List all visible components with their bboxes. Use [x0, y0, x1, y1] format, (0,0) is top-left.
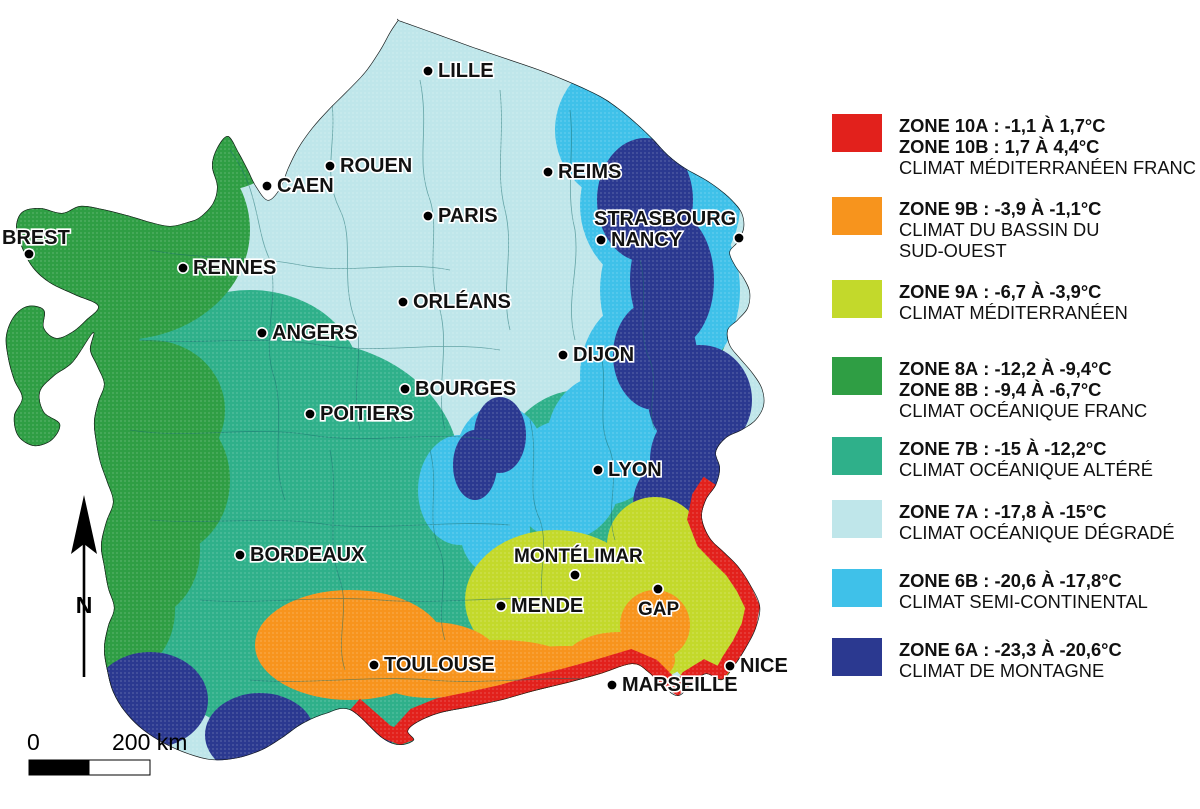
svg-text:ZONE 7A : -17,8 À -15°C: ZONE 7A : -17,8 À -15°C — [899, 501, 1106, 522]
svg-text:TOULOUSE: TOULOUSE — [384, 654, 495, 676]
svg-text:CAEN: CAEN — [277, 175, 334, 197]
svg-text:NANCY: NANCY — [611, 229, 683, 251]
svg-text:ORLÉANS: ORLÉANS — [413, 290, 511, 313]
svg-text:200 km: 200 km — [112, 729, 187, 755]
svg-text:POITIERS: POITIERS — [320, 403, 413, 425]
svg-text:ZONE 9B : -3,9 À -1,1°C: ZONE 9B : -3,9 À -1,1°C — [899, 198, 1101, 219]
svg-text:MENDE: MENDE — [511, 595, 583, 617]
svg-text:ZONE 7B : -15 À -12,2°C: ZONE 7B : -15 À -12,2°C — [899, 438, 1106, 459]
svg-text:LYON: LYON — [608, 459, 662, 481]
svg-text:BOURGES: BOURGES — [415, 378, 516, 400]
svg-text:0: 0 — [27, 729, 40, 755]
svg-text:CLIMAT OCÉANIQUE FRANC: CLIMAT OCÉANIQUE FRANC — [899, 400, 1147, 421]
svg-text:ZONE 8B : -9,4 À -6,7°C: ZONE 8B : -9,4 À -6,7°C — [899, 379, 1101, 400]
svg-text:BORDEAUX: BORDEAUX — [250, 544, 365, 566]
svg-text:PARIS: PARIS — [438, 205, 498, 227]
svg-text:LILLE: LILLE — [438, 60, 494, 82]
svg-text:RENNES: RENNES — [193, 257, 276, 279]
svg-text:CLIMAT SEMI-CONTINENTAL: CLIMAT SEMI-CONTINENTAL — [899, 591, 1148, 612]
svg-text:CLIMAT OCÉANIQUE DÉGRADÉ: CLIMAT OCÉANIQUE DÉGRADÉ — [899, 522, 1175, 543]
svg-text:ROUEN: ROUEN — [340, 155, 412, 177]
svg-text:ZONE 10A : -1,1 À 1,7°C: ZONE 10A : -1,1 À 1,7°C — [899, 115, 1105, 136]
svg-text:BREST: BREST — [2, 227, 70, 249]
svg-text:ZONE 10B : 1,7 À 4,4°C: ZONE 10B : 1,7 À 4,4°C — [899, 136, 1099, 157]
svg-text:CLIMAT DE MONTAGNE: CLIMAT DE MONTAGNE — [899, 660, 1104, 681]
svg-text:CLIMAT MÉDITERRANÉEN: CLIMAT MÉDITERRANÉEN — [899, 302, 1128, 323]
svg-text:STRASBOURG: STRASBOURG — [594, 208, 736, 230]
svg-text:ZONE 9A : -6,7 À -3,9°C: ZONE 9A : -6,7 À -3,9°C — [899, 281, 1101, 302]
svg-text:ZONE 8A : -12,2 À -9,4°C: ZONE 8A : -12,2 À -9,4°C — [899, 358, 1112, 379]
svg-text:GAP: GAP — [638, 599, 680, 620]
svg-text:N: N — [76, 592, 93, 618]
svg-text:SUD-OUEST: SUD-OUEST — [899, 240, 1007, 261]
svg-text:ANGERS: ANGERS — [272, 322, 358, 344]
svg-text:DIJON: DIJON — [573, 344, 634, 366]
svg-text:CLIMAT MÉDITERRANÉEN FRANC: CLIMAT MÉDITERRANÉEN FRANC — [899, 157, 1196, 178]
svg-text:CLIMAT DU BASSIN DU: CLIMAT DU BASSIN DU — [899, 219, 1099, 240]
svg-text:NICE: NICE — [740, 655, 788, 677]
svg-text:REIMS: REIMS — [558, 161, 621, 183]
svg-text:CLIMAT OCÉANIQUE ALTÉRÉ: CLIMAT OCÉANIQUE ALTÉRÉ — [899, 459, 1153, 480]
svg-text:ZONE 6A : -23,3 À -20,6°C: ZONE 6A : -23,3 À -20,6°C — [899, 639, 1122, 660]
svg-text:ZONE 6B : -20,6 À -17,8°C: ZONE 6B : -20,6 À -17,8°C — [899, 570, 1122, 591]
svg-text:MONTÉLIMAR: MONTÉLIMAR — [514, 545, 643, 567]
svg-text:MARSEILLE: MARSEILLE — [622, 674, 738, 696]
